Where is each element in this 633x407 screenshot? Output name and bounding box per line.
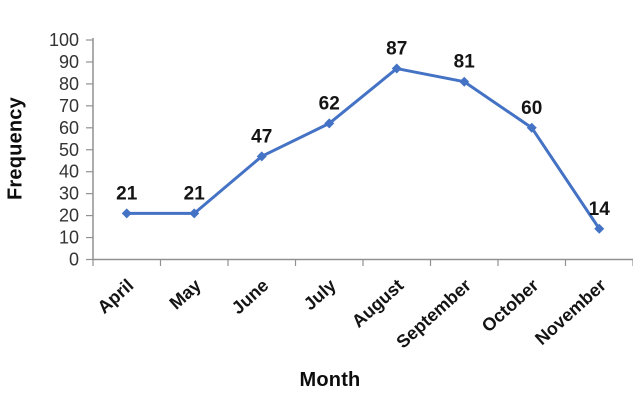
y-tick-label: 20	[59, 206, 79, 226]
y-tick-label: 30	[59, 184, 79, 204]
data-point-label: 21	[116, 183, 138, 204]
data-point-marker	[459, 76, 470, 87]
y-tick-label: 40	[59, 162, 79, 182]
data-point-label: 87	[386, 39, 407, 60]
data-point-label: 47	[251, 126, 272, 147]
x-category-label: July	[300, 275, 340, 314]
data-point-label: 62	[319, 93, 340, 114]
x-category-label: August	[348, 275, 407, 331]
y-tick-label: 50	[59, 140, 79, 160]
data-point-marker	[121, 208, 132, 219]
data-point-label: 14	[589, 199, 611, 220]
data-point-marker	[594, 223, 605, 234]
data-point-marker	[189, 208, 200, 219]
x-axis-title: Month	[299, 369, 361, 391]
y-tick-label: 10	[59, 228, 79, 248]
x-category-label: May	[166, 275, 205, 313]
x-category-label: October	[478, 275, 543, 336]
y-tick-label: 90	[59, 52, 79, 72]
y-tick-label: 70	[59, 96, 79, 116]
y-tick-label: 60	[59, 118, 79, 138]
x-category-label: November	[531, 275, 610, 349]
data-point-marker	[391, 63, 402, 74]
y-axis-title: Frequency	[4, 97, 27, 200]
y-tick-label: 0	[69, 250, 79, 270]
data-point-marker	[526, 122, 537, 133]
data-point-marker	[256, 151, 267, 162]
x-category-label: September	[392, 275, 475, 352]
data-point-marker	[324, 118, 335, 129]
y-tick-label: 80	[59, 74, 79, 94]
data-point-label: 21	[184, 183, 206, 204]
y-tick-label: 100	[49, 30, 79, 50]
x-category-label: June	[228, 275, 273, 318]
x-category-label: April	[94, 275, 138, 317]
series-line	[125, 67, 601, 231]
data-point-label: 60	[521, 98, 542, 119]
data-point-label: 81	[454, 52, 476, 73]
